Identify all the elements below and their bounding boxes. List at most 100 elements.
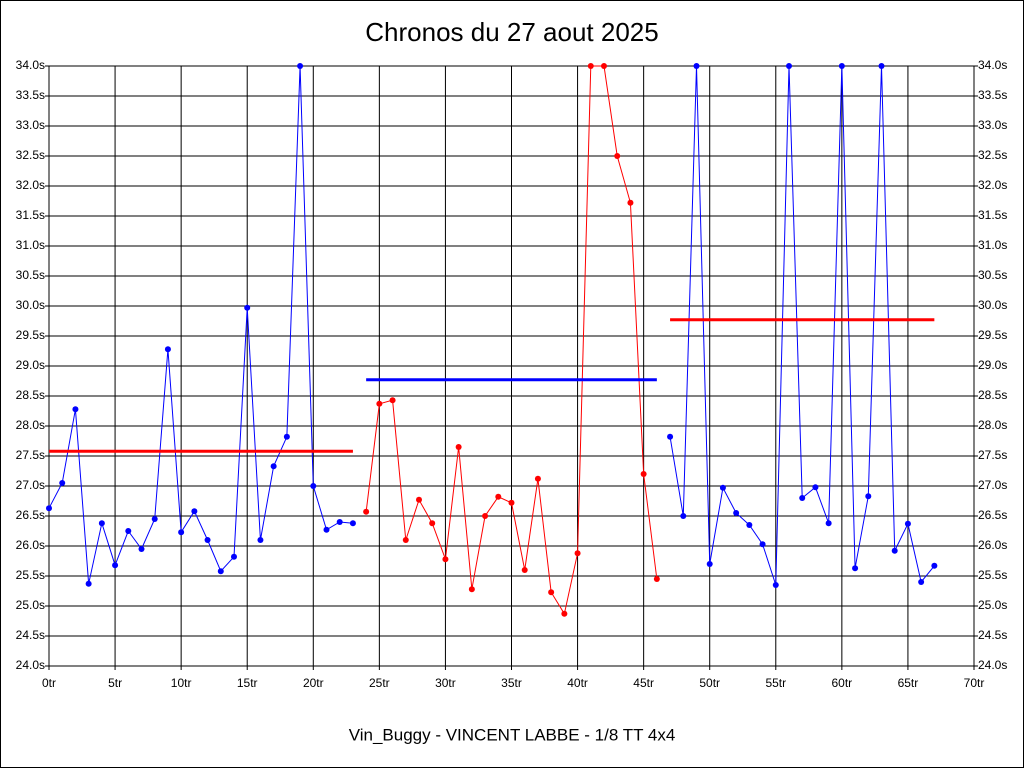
data-point	[363, 508, 370, 515]
data-point	[191, 508, 198, 515]
y2-tick-label: 31.0s	[978, 238, 1007, 252]
data-point	[389, 397, 396, 404]
y-tick-label: 27.0s	[16, 478, 45, 492]
x-tick-label: 55tr	[765, 676, 786, 690]
data-point	[416, 496, 422, 503]
data-point	[442, 556, 449, 563]
data-point	[151, 516, 158, 522]
x-tick-label: 20tr	[303, 676, 324, 690]
x-tick-label: 70tr	[964, 676, 985, 690]
data-point	[918, 579, 925, 585]
x-axis-title: Vin_Buggy - VINCENT LABBE - 1/8 TT 4x4	[349, 725, 676, 744]
data-point	[336, 519, 343, 525]
y2-tick-label: 29.0s	[978, 358, 1007, 372]
data-point	[759, 541, 766, 548]
data-point	[653, 576, 660, 582]
y2-tick-label: 28.5s	[978, 388, 1007, 402]
data-point	[733, 510, 740, 516]
data-point	[561, 610, 568, 617]
y-tick-label: 33.0s	[16, 118, 45, 132]
data-point	[852, 565, 859, 572]
data-point	[614, 153, 621, 159]
data-point	[693, 63, 700, 69]
data-point	[283, 433, 290, 440]
y-tick-label: 30.0s	[16, 298, 45, 312]
y-tick-label: 26.5s	[16, 508, 45, 522]
chart-title: Chronos du 27 aout 2025	[365, 17, 658, 47]
data-point	[786, 63, 792, 69]
y2-tick-label: 26.5s	[978, 508, 1007, 522]
data-point	[772, 582, 779, 588]
y-tick-label: 31.0s	[16, 238, 45, 252]
data-point	[891, 547, 898, 554]
y-tick-label: 30.5s	[16, 268, 45, 282]
data-point	[719, 484, 726, 491]
y-tick-label: 29.0s	[16, 358, 45, 372]
data-point	[812, 484, 819, 491]
data-point	[59, 480, 66, 486]
data-point	[164, 346, 171, 353]
y2-tick-label: 32.5s	[978, 148, 1007, 162]
data-point	[297, 63, 304, 69]
y2-tick-label: 33.5s	[978, 88, 1007, 102]
data-point	[706, 561, 713, 567]
y2-tick-label: 27.0s	[978, 478, 1007, 492]
y-tick-label: 28.5s	[16, 388, 45, 402]
data-point	[85, 580, 92, 587]
data-point	[865, 493, 872, 500]
data-point	[548, 589, 555, 596]
data-point	[270, 463, 277, 470]
x-tick-label: 10tr	[171, 676, 192, 690]
data-point	[231, 553, 237, 560]
data-point	[627, 199, 634, 206]
x-tick-label: 35tr	[501, 676, 522, 690]
data-point	[125, 528, 132, 534]
y-tick-label: 34.0s	[16, 58, 45, 72]
data-point	[310, 483, 317, 489]
data-point	[508, 499, 515, 506]
data-point	[429, 520, 436, 527]
x-tick-label: 5tr	[108, 676, 122, 690]
x-tick-label: 40tr	[567, 676, 588, 690]
x-tick-label: 0tr	[42, 676, 56, 690]
x-tick-label: 60tr	[832, 676, 853, 690]
data-point	[904, 520, 911, 527]
y2-tick-label: 25.0s	[978, 598, 1007, 612]
y2-tick-label: 30.5s	[978, 268, 1007, 282]
data-point	[72, 406, 79, 413]
data-point	[402, 537, 409, 543]
data-point	[495, 493, 502, 500]
x-tick-label: 50tr	[699, 676, 720, 690]
data-point	[587, 63, 594, 69]
data-point	[217, 568, 224, 575]
data-point	[178, 529, 185, 536]
y-tick-label: 25.5s	[16, 568, 45, 582]
x-tick-label: 65tr	[898, 676, 919, 690]
data-point	[204, 537, 211, 543]
y-tick-label: 32.5s	[16, 148, 45, 162]
y2-tick-label: 27.5s	[978, 448, 1007, 462]
y-tick-label: 27.5s	[16, 448, 45, 462]
y2-tick-label: 24.5s	[978, 628, 1007, 642]
x-tick-label: 15tr	[237, 676, 258, 690]
data-point	[244, 304, 251, 311]
data-point	[680, 513, 687, 519]
y2-tick-label: 28.0s	[978, 418, 1007, 432]
y-tick-label: 24.5s	[16, 628, 45, 642]
data-point	[46, 505, 52, 512]
data-point	[838, 63, 845, 69]
y2-tick-label: 30.0s	[978, 298, 1007, 312]
data-point	[799, 495, 806, 501]
y2-tick-label: 34.0s	[978, 58, 1007, 72]
data-point	[746, 522, 753, 528]
y2-tick-label: 31.5s	[978, 208, 1007, 222]
data-point	[931, 562, 938, 569]
data-point	[825, 520, 832, 527]
y-tick-label: 29.5s	[16, 328, 45, 342]
data-point	[574, 550, 581, 557]
x-tick-label: 25tr	[369, 676, 390, 690]
x-tick-label: 45tr	[633, 676, 654, 690]
y-tick-label: 32.0s	[16, 178, 45, 192]
y2-tick-label: 33.0s	[978, 118, 1007, 132]
